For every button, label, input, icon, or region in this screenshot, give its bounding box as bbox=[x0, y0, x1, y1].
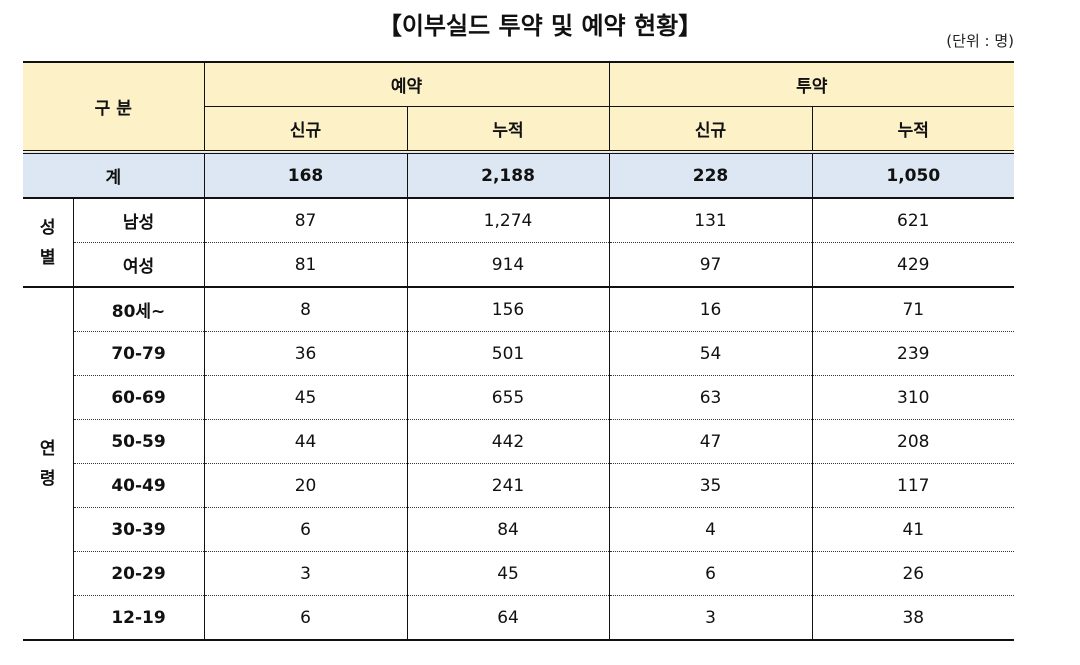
row-label: 80세~ bbox=[73, 287, 205, 332]
cell: 38 bbox=[812, 595, 1015, 641]
cell: 45 bbox=[204, 375, 408, 420]
cell: 6 bbox=[204, 507, 408, 552]
row-label: 30-39 bbox=[73, 507, 205, 552]
cell: 87 bbox=[204, 198, 408, 243]
header-reservation: 예약 bbox=[204, 61, 610, 107]
total-value: 2,188 bbox=[407, 152, 610, 199]
cell: 63 bbox=[609, 375, 813, 420]
table-row: 60-69 45 655 63 310 bbox=[23, 375, 1015, 420]
cell: 914 bbox=[407, 242, 610, 288]
cell: 3 bbox=[204, 551, 408, 596]
cell: 3 bbox=[609, 595, 813, 641]
cell: 26 bbox=[812, 551, 1015, 596]
cell: 97 bbox=[609, 242, 813, 288]
cell: 655 bbox=[407, 375, 610, 420]
row-label: 여성 bbox=[73, 242, 205, 288]
total-value: 1,050 bbox=[812, 152, 1015, 199]
cell: 47 bbox=[609, 419, 813, 464]
status-table: 구 분 예약 투약 신규 누적 신규 누적 계 168 2,188 228 1,… bbox=[23, 61, 1015, 641]
cell: 442 bbox=[407, 419, 610, 464]
header-reservation-new: 신규 bbox=[204, 106, 408, 154]
cell: 241 bbox=[407, 463, 610, 508]
table-row: 30-39 6 84 4 41 bbox=[23, 507, 1015, 552]
header-administration: 투약 bbox=[609, 61, 1015, 107]
cell: 239 bbox=[812, 331, 1015, 376]
total-value: 168 bbox=[204, 152, 408, 199]
cell: 36 bbox=[204, 331, 408, 376]
table-row: 70-79 36 501 54 239 bbox=[23, 331, 1015, 376]
unit-note: (단위 : 명) bbox=[946, 32, 1014, 50]
cell: 501 bbox=[407, 331, 610, 376]
cell: 35 bbox=[609, 463, 813, 508]
total-value: 228 bbox=[609, 152, 813, 199]
row-label: 50-59 bbox=[73, 419, 205, 464]
cell: 117 bbox=[812, 463, 1015, 508]
cell: 429 bbox=[812, 242, 1015, 288]
cell: 131 bbox=[609, 198, 813, 243]
table-row: 50-59 44 442 47 208 bbox=[23, 419, 1015, 464]
table-row: 20-29 3 45 6 26 bbox=[23, 551, 1015, 596]
table-row: 40-49 20 241 35 117 bbox=[23, 463, 1015, 508]
cell: 1,274 bbox=[407, 198, 610, 243]
header-reservation-cum: 누적 bbox=[407, 106, 610, 154]
cell: 64 bbox=[407, 595, 610, 641]
cell: 41 bbox=[812, 507, 1015, 552]
cell: 208 bbox=[812, 419, 1015, 464]
cell: 310 bbox=[812, 375, 1015, 420]
row-label: 40-49 bbox=[73, 463, 205, 508]
header-category: 구 분 bbox=[23, 61, 205, 154]
row-label: 60-69 bbox=[73, 375, 205, 420]
row-label: 12-19 bbox=[73, 595, 205, 641]
cell: 4 bbox=[609, 507, 813, 552]
total-row: 계 168 2,188 228 1,050 bbox=[23, 152, 1015, 199]
table-row: 12-19 6 64 3 38 bbox=[23, 595, 1015, 641]
cell: 6 bbox=[204, 595, 408, 641]
total-label: 계 bbox=[23, 152, 205, 199]
page-title: 【이부실드 투약 및 예약 현황】 bbox=[377, 12, 703, 40]
header-administration-cum: 누적 bbox=[812, 106, 1015, 154]
cell: 44 bbox=[204, 419, 408, 464]
cell: 8 bbox=[204, 287, 408, 332]
cell: 156 bbox=[407, 287, 610, 332]
row-label: 70-79 bbox=[73, 331, 205, 376]
cell: 71 bbox=[812, 287, 1015, 332]
cell: 81 bbox=[204, 242, 408, 288]
cell: 45 bbox=[407, 551, 610, 596]
table-row: 여성 81 914 97 429 bbox=[23, 242, 1015, 288]
header-administration-new: 신규 bbox=[609, 106, 813, 154]
cell: 20 bbox=[204, 463, 408, 508]
cell: 621 bbox=[812, 198, 1015, 243]
cell: 84 bbox=[407, 507, 610, 552]
cell: 54 bbox=[609, 331, 813, 376]
cell: 6 bbox=[609, 551, 813, 596]
cell: 16 bbox=[609, 287, 813, 332]
row-label: 남성 bbox=[73, 198, 205, 243]
row-label: 20-29 bbox=[73, 551, 205, 596]
